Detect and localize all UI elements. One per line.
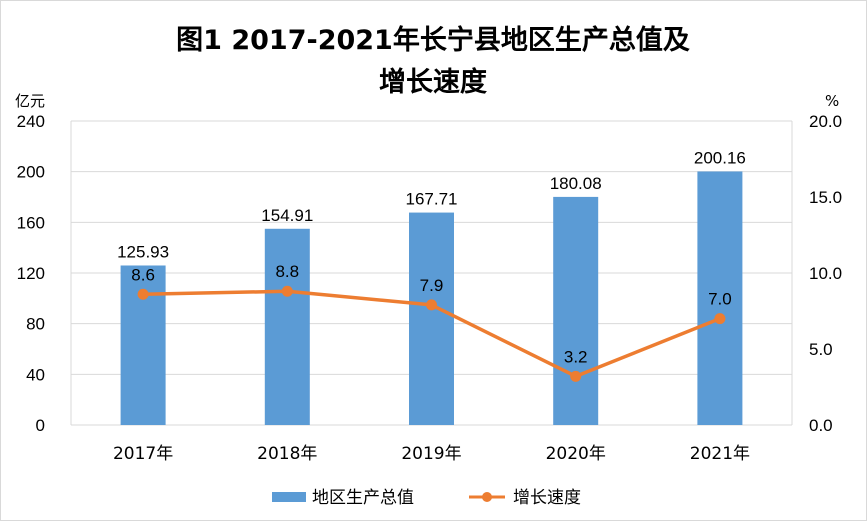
growth-value-label: 8.8	[275, 262, 299, 281]
category-label: 2018年	[257, 444, 317, 464]
left-tick-label: 120	[17, 264, 45, 283]
growth-value-label: 8.6	[131, 265, 155, 284]
right-tick-label: 5.0	[809, 340, 833, 359]
left-axis-ticks: 0 40 80 120 160 200 240	[17, 112, 45, 435]
left-axis-unit: 亿元	[15, 92, 45, 110]
right-axis-unit: %	[825, 92, 839, 110]
growth-point	[281, 285, 293, 297]
growth-point	[137, 288, 149, 300]
left-tick-label: 240	[17, 112, 45, 131]
legend-label-bar: 地区生产总值	[312, 488, 414, 508]
bar-value-label: 180.08	[550, 174, 602, 193]
legend-marker-line	[482, 492, 492, 502]
left-tick-label: 0	[36, 416, 45, 435]
growth-point	[714, 313, 726, 325]
bar-value-label: 154.91	[261, 206, 313, 225]
bar	[264, 228, 310, 425]
chart-title-line-1: 图1 2017-2021年长宁县地区生产总值及	[176, 24, 690, 56]
legend-label-line: 增长速度	[513, 488, 581, 508]
legend: 地区生产总值 增长速度	[272, 488, 581, 508]
bar	[409, 212, 454, 425]
left-tick-label: 200	[17, 163, 45, 182]
growth-value-label: 3.2	[564, 347, 588, 366]
legend-swatch-bar	[272, 492, 306, 502]
growth-point	[426, 299, 437, 311]
bar	[697, 171, 743, 425]
category-label: 2019年	[401, 444, 461, 464]
right-axis-ticks: 0.0 5.0 10.0 15.0 20.0	[809, 112, 842, 435]
growth-value-label: 7.0	[708, 290, 732, 309]
line-series: 8.6 8.8 7.9 3.2 7.0	[131, 262, 732, 382]
bar-value-label: 200.16	[694, 148, 746, 167]
chart-title-line-2: 增长速度	[379, 66, 487, 98]
growth-value-label: 7.9	[420, 276, 444, 295]
category-label: 2017年	[113, 444, 173, 464]
bar	[553, 196, 599, 425]
bar-value-label: 167.71	[406, 190, 458, 209]
bar-value-label: 125.93	[117, 242, 169, 261]
left-tick-label: 160	[17, 213, 45, 232]
category-label: 2021年	[690, 444, 750, 464]
right-tick-label: 10.0	[809, 264, 842, 283]
left-tick-label: 40	[26, 365, 45, 384]
category-axis: 2017年 2018年 2019年 2020年 2021年	[113, 444, 750, 464]
growth-point	[570, 370, 582, 382]
right-tick-label: 15.0	[809, 188, 842, 207]
right-tick-label: 20.0	[809, 112, 842, 131]
category-label: 2020年	[546, 444, 606, 464]
left-tick-label: 80	[26, 315, 45, 334]
right-tick-label: 0.0	[809, 416, 833, 435]
